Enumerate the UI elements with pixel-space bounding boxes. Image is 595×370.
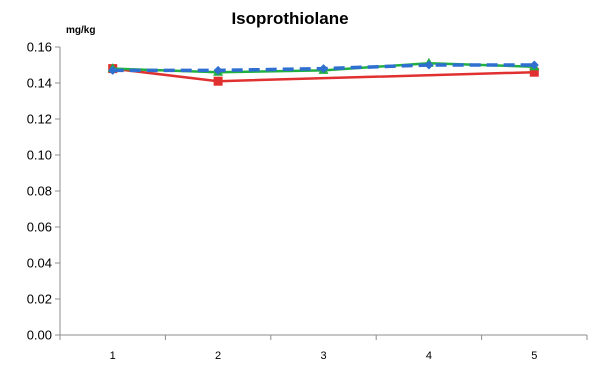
series-3-point — [108, 65, 118, 75]
series-3-point — [213, 65, 223, 75]
x-tick-label: 3 — [320, 350, 326, 362]
series-1-point — [213, 76, 223, 86]
y-tick-label: 0.02 — [27, 292, 52, 307]
x-tick-label: 1 — [110, 350, 116, 362]
y-tick-labels: 0.00 0.02 0.04 0.06 0.08 0.10 0.12 0.14 0.16 — [27, 40, 52, 343]
y-tick-label: 0.04 — [27, 256, 52, 271]
series-layer — [107, 57, 540, 86]
chart-title: Isoprothiolane — [231, 9, 348, 28]
y-tick-label: 0.14 — [27, 76, 52, 91]
series-3-point — [424, 60, 434, 70]
y-tick-label: 0.12 — [27, 112, 52, 127]
y-tick-label: 0.08 — [27, 184, 52, 199]
x-tick-label: 5 — [531, 350, 537, 362]
x-tick-label: 4 — [426, 350, 432, 362]
series-3-point — [319, 64, 328, 74]
y-tick-label: 0.06 — [27, 220, 52, 235]
series-3 — [108, 60, 539, 75]
series-1-point — [529, 67, 539, 77]
x-tick-labels: 1 2 3 4 5 — [110, 350, 538, 362]
series-3-point — [529, 60, 539, 70]
y-tick-label: 0.00 — [27, 328, 52, 343]
y-tick-label: 0.16 — [27, 40, 52, 55]
y-tick-label: 0.10 — [27, 148, 52, 163]
y-axis-unit-label: mg/kg — [66, 25, 95, 36]
axes — [55, 46, 588, 340]
x-tick-label: 2 — [215, 350, 221, 362]
